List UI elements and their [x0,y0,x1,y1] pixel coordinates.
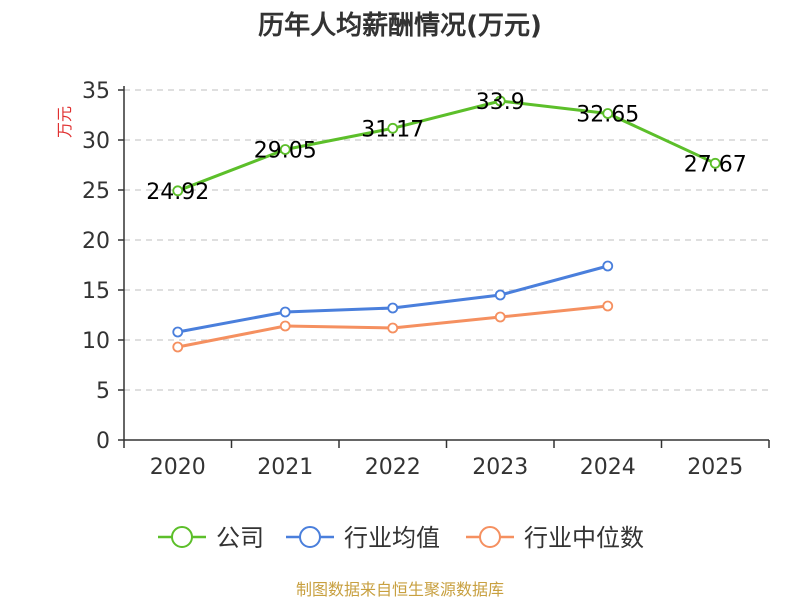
series-lines [172,95,721,353]
y-tick-label: 0 [96,429,110,454]
y-tick-label: 10 [82,329,110,354]
legend: 公司 行业均值 行业中位数 [158,524,644,552]
data-label: 31.17 [361,117,424,142]
series-line-0 [177,99,716,193]
source-note: 制图数据来自恒生聚源数据库 [296,580,504,599]
data-point [172,326,184,338]
y-tick-label: 15 [82,279,110,304]
data-point [602,108,614,119]
data-point [494,289,506,301]
data-point [494,311,506,323]
data-point [494,95,506,107]
legend-label: 公司 [216,524,264,552]
data-point [602,260,614,272]
y-tick-label: 35 [82,79,110,104]
y-axis-label: 万元 [55,106,74,138]
x-tick-label: 2022 [365,455,421,480]
data-point [279,306,291,318]
data-point [387,322,399,334]
x-tick-label: 2023 [472,455,528,480]
data-point [172,185,184,197]
grid [124,89,769,391]
data-label: 29.05 [254,139,317,164]
data-point [279,144,291,155]
legend-marker [299,526,321,548]
data-point [387,302,399,314]
data-point [709,157,721,169]
data-label: 27.67 [684,152,747,177]
data-label: 32.65 [576,103,639,128]
data-point [602,300,614,312]
legend-marker [171,526,193,548]
y-tick-label: 20 [82,229,110,254]
x-tick-label: 2020 [150,455,206,480]
series-line-1 [177,264,609,334]
legend-label: 行业中位数 [524,524,644,552]
legend-marker [479,526,501,548]
y-tick-label: 30 [82,129,110,154]
data-point [279,320,291,332]
data-label: 33.9 [476,90,525,115]
data-labels: 24.92 29.05 31.17 33.9 32.65 27.67 [146,90,746,205]
data-label: 24.92 [146,180,209,205]
y-tick-label: 25 [82,179,110,204]
data-point [387,122,399,134]
x-tick-label: 2025 [687,455,743,480]
chart-title: 历年人均薪酬情况(万元) [258,10,542,41]
x-tick-label: 2024 [580,455,636,480]
legend-label: 行业均值 [344,524,440,552]
data-point [172,341,184,353]
x-tick-label: 2021 [257,455,313,480]
y-tick-label: 5 [96,379,110,404]
